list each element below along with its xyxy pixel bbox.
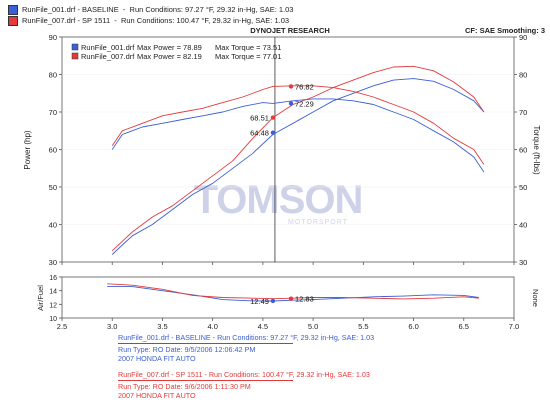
series-line-torque-runfile001drf bbox=[111, 98, 485, 173]
header-right-info: CF: SAE Smoothing: 3 bbox=[465, 26, 545, 35]
afr-series-line-runfile001drf bbox=[107, 286, 479, 302]
xtick-label: 5.5 bbox=[358, 322, 368, 331]
main-ytick-label-left: 40 bbox=[49, 221, 57, 230]
main-ytick-label-right: 80 bbox=[519, 71, 527, 80]
legend-item-run2: RunFile_007.drf - SP 1511 - Run Conditio… bbox=[8, 15, 293, 26]
afr-axis-ticks: 10 12 14 16 bbox=[49, 275, 62, 323]
x-axis-ticks: 2.5 3.0 3.5 4.0 4.5 5.0 5.5 6.0 6.5 7.0 bbox=[57, 262, 519, 331]
inner-legend-file-1: RunFile_001.drf bbox=[81, 43, 135, 52]
cursor-dot bbox=[288, 84, 294, 89]
footer-run1-rule bbox=[118, 342, 293, 344]
cursor-value-label: 64.48 bbox=[250, 129, 269, 138]
legend-item-run1: RunFile_001.drf - BASELINE - Run Conditi… bbox=[8, 4, 293, 15]
cursor-dot bbox=[288, 101, 294, 106]
main-ytick-label-right: 70 bbox=[519, 108, 527, 117]
afr-plot-frame bbox=[61, 276, 515, 319]
main-ytick-label-left: 50 bbox=[49, 183, 57, 192]
afr-ytick-label: 14 bbox=[49, 289, 57, 296]
xtick-label: 4.5 bbox=[258, 322, 268, 331]
main-ytick-label-left: 80 bbox=[49, 71, 57, 80]
afr-ytick-label: 10 bbox=[49, 316, 57, 323]
xtick-label: 3.0 bbox=[107, 322, 117, 331]
inner-legend-swatch-blue bbox=[71, 43, 79, 51]
header-title: DYNOJET RESEARCH bbox=[250, 26, 330, 35]
xtick-label: 7.0 bbox=[509, 322, 519, 331]
afr-cursor-labels: 12.49 12.83 bbox=[250, 295, 314, 306]
afr-ytick-label: 12 bbox=[49, 302, 57, 309]
xtick-label: 5.0 bbox=[308, 322, 318, 331]
afr-cursor-dot bbox=[270, 298, 276, 304]
inner-legend: RunFile_001.drf Max Power = 78.89 Max To… bbox=[71, 43, 281, 61]
afr-cursor-dot bbox=[288, 296, 294, 301]
series-line-power-runfile007drf bbox=[111, 65, 485, 252]
main-ytick-label-right: 50 bbox=[519, 183, 527, 192]
main-ytick-label-right: 30 bbox=[519, 258, 527, 267]
footer-run2-line3: 2007 HONDA FIT AUTO bbox=[118, 391, 196, 401]
main-axis-ticks: 30 30 40 40 50 50 60 60 70 70 80 80 90 90 bbox=[49, 33, 527, 318]
inner-legend-power-1: Max Power = 78.89 bbox=[137, 43, 202, 52]
main-cursor-labels: 76.82 72.29 68.51 64.48 bbox=[250, 82, 314, 137]
xtick-label: 2.5 bbox=[57, 322, 67, 331]
xtick-label: 6.0 bbox=[408, 322, 418, 331]
main-ytick-label-right: 60 bbox=[519, 146, 527, 155]
inner-legend-torque-2: Max Torque = 77.01 bbox=[215, 52, 281, 61]
inner-legend-power-2: Max Power = 82.19 bbox=[137, 52, 202, 61]
y-axis-label-power: Power (hp) bbox=[23, 130, 32, 169]
legend-label-run1: RunFile_001.drf - BASELINE - Run Conditi… bbox=[22, 5, 294, 14]
footer-run1: RunFile_001.drf - BASELINE - Run Conditi… bbox=[118, 333, 374, 364]
cursor-dot bbox=[270, 130, 276, 135]
y-axis-label-none: None bbox=[531, 289, 540, 307]
footer-run2-rule bbox=[118, 379, 293, 381]
series-line-power-runfile001drf bbox=[111, 78, 485, 255]
legend-swatch-red bbox=[8, 15, 18, 26]
inner-legend-torque-1: Max Torque = 73.51 bbox=[215, 43, 281, 52]
main-ytick-label-right: 40 bbox=[519, 221, 527, 230]
legend-swatch-blue bbox=[8, 4, 18, 15]
xtick-label: 3.5 bbox=[157, 322, 167, 331]
afr-cursor-value-label: 12.83 bbox=[295, 295, 314, 304]
cursor-value-label: 72.29 bbox=[295, 99, 314, 108]
top-legend: RunFile_001.drf - BASELINE - Run Conditi… bbox=[8, 4, 293, 26]
xtick-label: 4.0 bbox=[207, 322, 217, 331]
main-ytick-label-left: 90 bbox=[49, 33, 57, 42]
main-ytick-label-left: 60 bbox=[49, 146, 57, 155]
cursor-value-label: 76.82 bbox=[295, 82, 314, 91]
y-axis-label-torque: Torque (ft-lbs) bbox=[532, 125, 541, 175]
cursor-value-label: 68.51 bbox=[250, 114, 269, 123]
footer-run2-line1: RunFile_007.drf - SP 1511 - Run Conditio… bbox=[118, 370, 370, 379]
main-ytick-label-left: 70 bbox=[49, 108, 57, 117]
footer-run2-line2: Run Type: RO Date: 9/6/2006 1:11:30 PM bbox=[118, 381, 251, 391]
footer-run2: RunFile_007.drf - SP 1511 - Run Conditio… bbox=[118, 370, 370, 401]
legend-label-run2: RunFile_007.drf - SP 1511 - Run Conditio… bbox=[22, 16, 290, 25]
y-axis-label-afr: Air/Fuel bbox=[36, 285, 45, 311]
footer-run1-line2: Run Type: RO Date: 9/5/2006 12:06:42 PM bbox=[118, 344, 256, 354]
afr-ytick-label: 16 bbox=[49, 275, 57, 282]
watermark-sub: MOTORSPORT bbox=[288, 219, 348, 226]
footer-run1-line1: RunFile_001.drf - BASELINE - Run Conditi… bbox=[118, 333, 375, 342]
main-ytick-label-right: 90 bbox=[519, 33, 527, 42]
main-ytick-label-left: 30 bbox=[49, 258, 57, 267]
watermark-logo: TOMSON bbox=[194, 178, 363, 222]
footer-run1-line3: 2007 HONDA FIT AUTO bbox=[118, 354, 196, 364]
afr-cursor-value-label: 12.49 bbox=[250, 297, 269, 306]
inner-legend-file-2: RunFile_007.drf bbox=[81, 52, 135, 61]
main-series-group bbox=[111, 65, 485, 255]
xtick-label: 6.5 bbox=[459, 322, 469, 331]
cursor-dot bbox=[270, 115, 276, 120]
inner-legend-swatch-red bbox=[71, 52, 79, 60]
